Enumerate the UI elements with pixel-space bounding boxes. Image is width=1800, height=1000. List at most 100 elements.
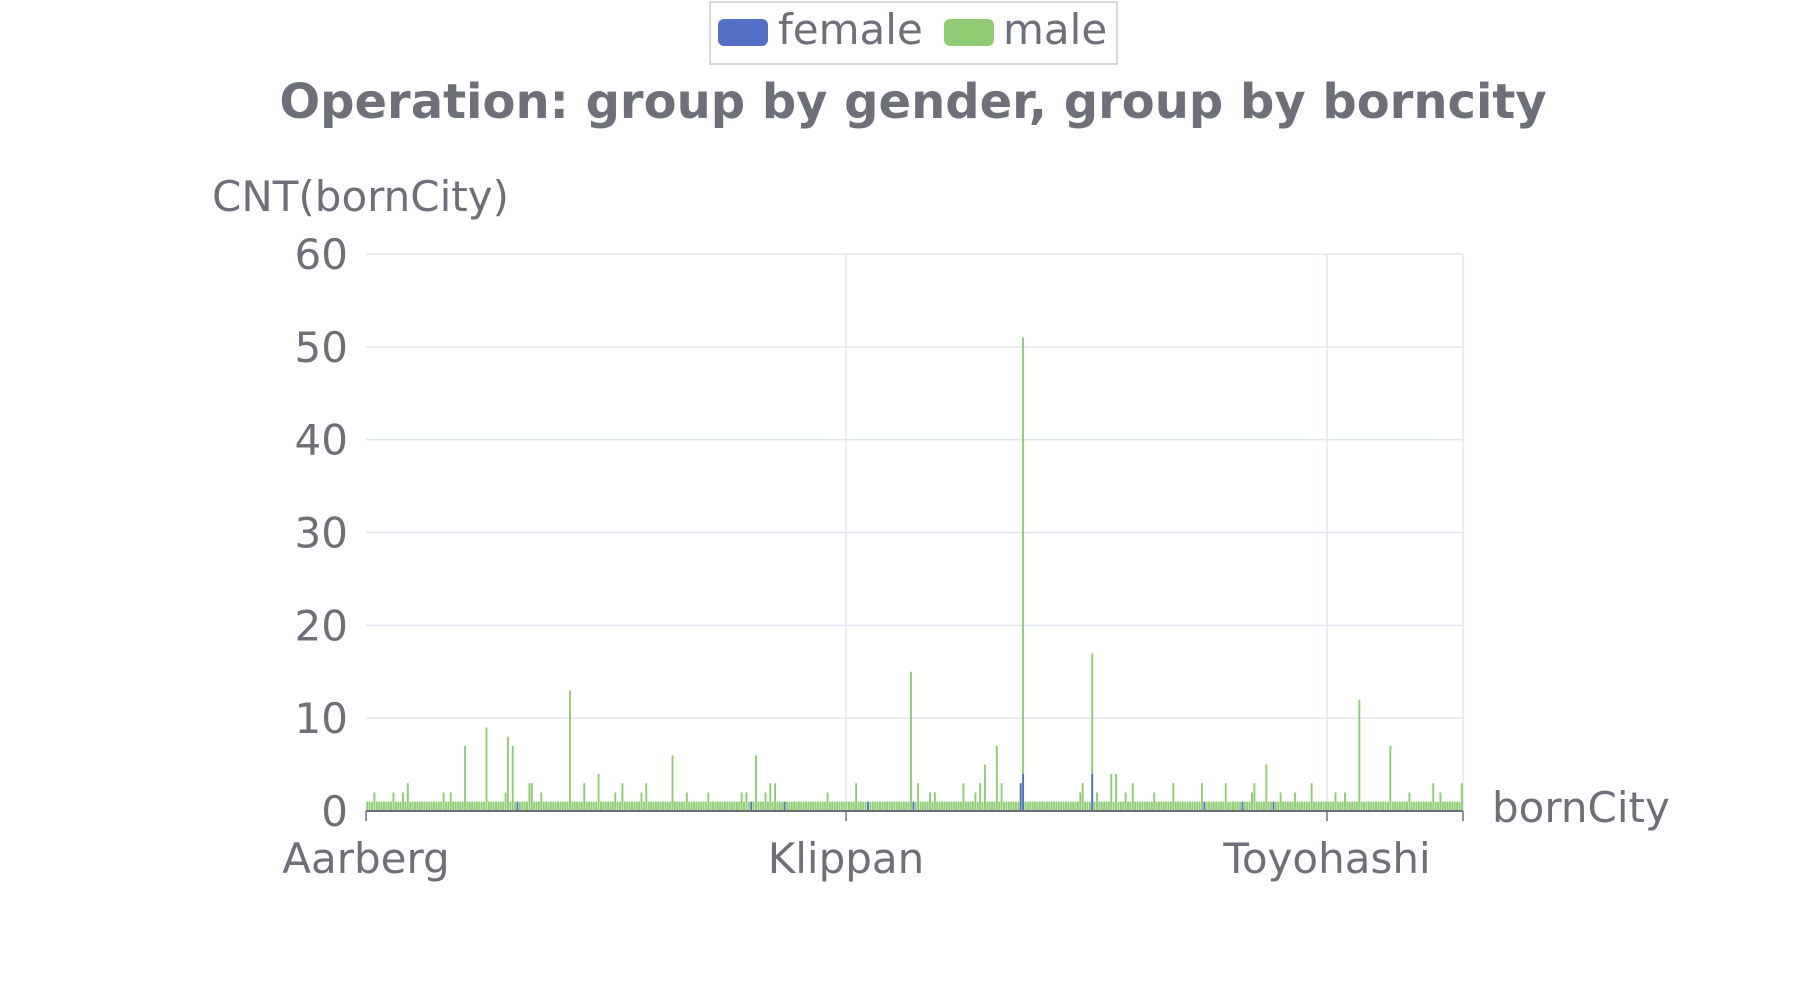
legend[interactable]: female male [709, 1, 1118, 65]
legend-swatch-female[interactable] [718, 19, 768, 46]
bar-male [857, 801, 860, 811]
bar-male [440, 801, 443, 811]
bar-male [1158, 801, 1160, 811]
bar-male [1034, 801, 1036, 811]
bar-male [1324, 801, 1327, 811]
bar-male [676, 801, 679, 811]
bar-male [1386, 801, 1389, 811]
bar-male [774, 783, 777, 811]
bar-male [480, 801, 483, 811]
bar-male [812, 801, 815, 811]
bar-male [533, 801, 536, 811]
bar-male [471, 801, 474, 811]
bar-male [1074, 801, 1077, 811]
bar-male [652, 801, 655, 811]
bar-male [478, 801, 481, 811]
bar-male [690, 801, 693, 811]
bar-male [1265, 764, 1268, 811]
bar-male [1029, 801, 1032, 811]
bar-male [497, 801, 500, 811]
bar-female [1019, 783, 1022, 811]
bar-male [733, 801, 736, 811]
bar-male [1000, 783, 1003, 811]
bar-female [1272, 801, 1275, 811]
bar-male [964, 801, 967, 811]
bar-male [1420, 801, 1423, 811]
bar-male [1103, 801, 1106, 811]
y-axis-ticks: 0 10 20 30 40 50 60 [295, 230, 348, 836]
bar-male [523, 801, 526, 811]
bar-male [549, 801, 552, 811]
bar-male [1060, 801, 1063, 811]
bar-male [614, 792, 617, 811]
legend-swatch-male[interactable] [944, 19, 994, 46]
bar-male [1251, 792, 1253, 811]
bar-male [1100, 801, 1103, 811]
bar-male [518, 801, 521, 811]
bar-male [437, 801, 440, 811]
bar-male [566, 801, 569, 811]
bar-female [912, 801, 915, 811]
bar-male [385, 801, 388, 811]
bar-male [1334, 792, 1337, 811]
bar-male [1193, 801, 1196, 811]
bar-male [766, 801, 769, 811]
bar-male [1227, 801, 1230, 811]
bar-male [950, 801, 953, 811]
bar-male [728, 801, 731, 811]
bar-male [1031, 801, 1034, 811]
bar-male [545, 801, 548, 811]
bar-male [1067, 801, 1070, 811]
bar-male [1010, 801, 1013, 811]
chart-title: Operation: group by gender, group by bor… [279, 74, 1546, 130]
bar-male [554, 801, 557, 811]
bar-male [700, 801, 703, 811]
x-axis: Aarberg Klippan Toyohashi [282, 810, 1464, 883]
bar-male [607, 801, 610, 811]
bar-male [697, 801, 700, 811]
bar-male [933, 792, 936, 811]
bar-male [1146, 801, 1149, 811]
bar-male [430, 801, 433, 811]
bar-male [573, 801, 576, 811]
bar-male [595, 801, 598, 811]
bar-male [945, 801, 948, 811]
bar-male [941, 801, 943, 811]
bar-male [852, 801, 855, 811]
bar-male [392, 792, 395, 811]
legend-label-female[interactable]: female [778, 5, 923, 54]
bar-male [714, 801, 717, 811]
bar-male [817, 801, 819, 811]
bar-male [435, 801, 438, 811]
bar-male [895, 801, 898, 811]
bar-male [1153, 792, 1156, 811]
bar-male [499, 801, 502, 811]
bar-male [747, 801, 750, 811]
bar-male [695, 801, 698, 811]
bar-male [797, 801, 800, 811]
bar-male [900, 801, 903, 811]
bar-male [1160, 801, 1163, 811]
bar-male [428, 801, 431, 811]
bar-male [1091, 653, 1094, 811]
bar-male [1437, 801, 1439, 811]
bar-male [1310, 783, 1313, 811]
bar-male [1043, 801, 1046, 811]
bar-male [743, 801, 746, 811]
bar-male [883, 801, 886, 811]
bar-male [635, 801, 638, 811]
bar-male [1336, 801, 1339, 811]
bar-male [693, 801, 695, 811]
bar-male [910, 671, 912, 811]
bar-male [557, 801, 559, 811]
bar-male [1320, 801, 1323, 811]
bar-male [638, 801, 641, 811]
bar-male [776, 801, 779, 811]
bar-male [988, 801, 991, 811]
legend-label-male[interactable]: male [1003, 5, 1107, 54]
bar-male [473, 801, 476, 811]
bar-male [588, 801, 590, 811]
bar-male [1303, 801, 1306, 811]
bar-male [414, 801, 416, 811]
bar-male [538, 801, 540, 811]
